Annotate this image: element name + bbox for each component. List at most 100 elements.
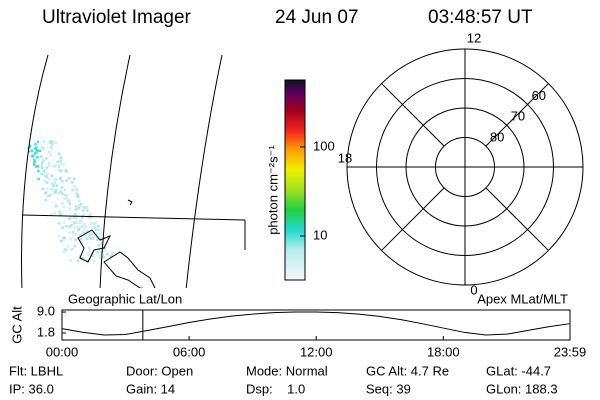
speckle bbox=[49, 145, 53, 148]
info-field: Gain: 14 bbox=[126, 381, 175, 396]
speckle bbox=[74, 208, 78, 211]
info-field: IP: 36.0 bbox=[9, 381, 54, 396]
speckle bbox=[77, 200, 81, 203]
speckle bbox=[78, 254, 82, 257]
speckle bbox=[61, 180, 64, 183]
date: 24 Jun 07 bbox=[275, 7, 358, 28]
speckle bbox=[68, 217, 72, 221]
colorbar-tick-label: 100 bbox=[313, 138, 335, 153]
mlt-label: 18 bbox=[338, 150, 352, 165]
speckle bbox=[105, 252, 109, 256]
speckle bbox=[96, 224, 100, 228]
x-tick-label: 00:00 bbox=[46, 344, 79, 359]
speckle bbox=[43, 191, 47, 195]
speckle bbox=[96, 228, 100, 232]
speckle bbox=[89, 212, 92, 216]
info-field: GLon: 188.3 bbox=[486, 381, 558, 396]
speckle bbox=[59, 162, 63, 165]
speckle bbox=[33, 158, 36, 161]
mlt-label: 0 bbox=[470, 282, 477, 297]
speckle bbox=[68, 231, 71, 234]
speckle bbox=[37, 177, 40, 181]
speckle bbox=[90, 232, 93, 235]
speckle bbox=[87, 253, 90, 256]
polar-caption: Apex MLat/MLT bbox=[477, 291, 568, 306]
altitude-label: GC Alt bbox=[9, 306, 24, 344]
speckle bbox=[57, 234, 61, 238]
speckle bbox=[92, 259, 96, 263]
speckle bbox=[83, 227, 86, 230]
speckle bbox=[49, 213, 53, 216]
speckle bbox=[94, 221, 97, 225]
speckle bbox=[75, 188, 78, 191]
speckle bbox=[77, 221, 80, 225]
speckle bbox=[59, 156, 63, 160]
speckle bbox=[42, 147, 46, 150]
speckle bbox=[36, 165, 40, 168]
mlt-label: 12 bbox=[467, 30, 481, 45]
speckle bbox=[101, 254, 105, 258]
speckle bbox=[79, 219, 82, 223]
meridian bbox=[185, 54, 223, 288]
time: 03:48:57 UT bbox=[428, 7, 533, 28]
speckle bbox=[62, 163, 66, 166]
speckle bbox=[98, 256, 102, 259]
speckle bbox=[52, 183, 55, 187]
speckle bbox=[38, 149, 42, 152]
speckle bbox=[58, 222, 61, 225]
speckle bbox=[49, 154, 52, 157]
speckle bbox=[59, 176, 62, 180]
speckle bbox=[89, 237, 93, 240]
speckle bbox=[40, 161, 44, 165]
speckle bbox=[100, 242, 104, 245]
speckle bbox=[57, 152, 61, 155]
title: Ultraviolet Imager bbox=[42, 7, 192, 28]
speckle bbox=[54, 188, 58, 192]
speckle bbox=[79, 221, 83, 224]
speckle bbox=[50, 143, 54, 146]
speckle bbox=[76, 193, 79, 196]
speckle bbox=[74, 232, 78, 236]
speckle bbox=[53, 181, 57, 185]
speckle bbox=[42, 169, 46, 172]
speckle bbox=[85, 237, 88, 240]
speckle bbox=[111, 251, 115, 255]
colorbar bbox=[284, 79, 306, 281]
speckle bbox=[99, 232, 103, 235]
map-caption: Geographic Lat/Lon bbox=[68, 291, 182, 306]
speckle bbox=[76, 225, 79, 229]
meridian bbox=[99, 54, 131, 288]
speckle bbox=[43, 179, 47, 183]
speckle bbox=[82, 223, 86, 226]
speckle bbox=[64, 248, 68, 252]
speckle bbox=[59, 213, 62, 217]
spoke bbox=[485, 187, 549, 251]
colorbar-label: photon cm⁻²s⁻¹ bbox=[265, 145, 280, 235]
lat-label: 70 bbox=[511, 109, 525, 124]
speckle bbox=[33, 147, 37, 150]
speckle bbox=[70, 181, 74, 184]
speckle bbox=[68, 225, 71, 228]
speckle bbox=[40, 155, 43, 158]
speckle bbox=[67, 176, 71, 180]
speckle bbox=[69, 216, 72, 219]
speckle bbox=[86, 209, 89, 212]
speckle bbox=[90, 216, 93, 219]
speckle bbox=[34, 143, 37, 146]
speckle bbox=[103, 246, 107, 250]
speckle bbox=[81, 231, 84, 234]
speckle bbox=[59, 239, 63, 243]
image-map bbox=[21, 54, 246, 288]
speckle bbox=[79, 234, 82, 237]
speckle bbox=[57, 165, 61, 168]
speckle bbox=[81, 209, 85, 212]
speckle bbox=[81, 214, 85, 217]
speckle bbox=[83, 231, 86, 234]
speckle bbox=[41, 187, 45, 191]
speckle bbox=[96, 238, 99, 241]
speckle bbox=[66, 200, 70, 203]
speckle bbox=[61, 202, 64, 205]
speckle bbox=[49, 187, 53, 191]
x-tick-label: 23:59 bbox=[554, 344, 587, 359]
speckle bbox=[96, 250, 99, 254]
